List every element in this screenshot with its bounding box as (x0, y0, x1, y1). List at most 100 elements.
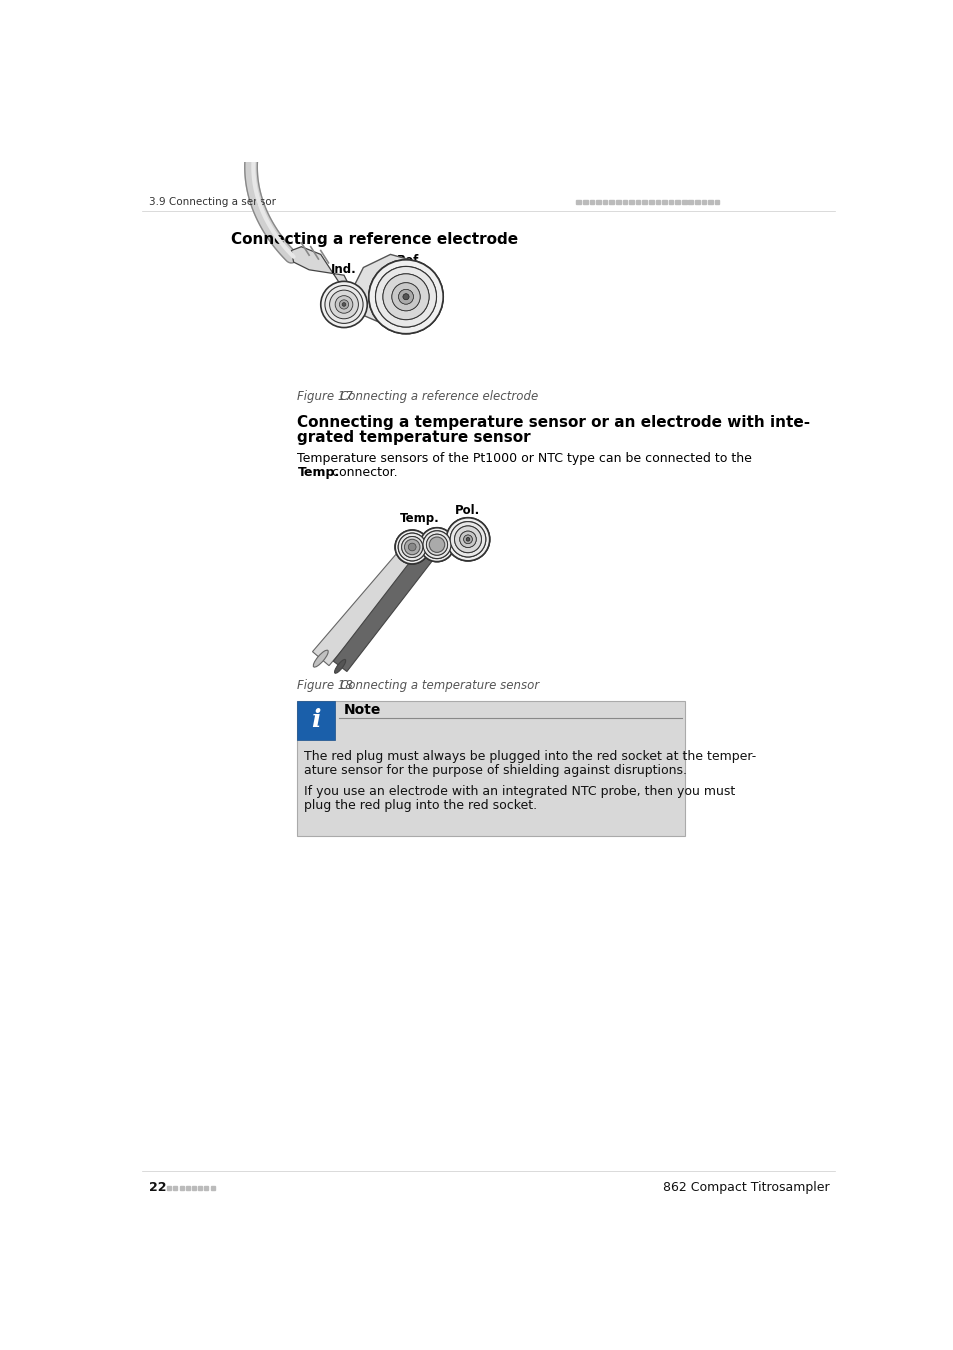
Circle shape (433, 541, 440, 548)
Circle shape (342, 302, 346, 306)
Bar (179, 1187, 183, 1189)
Circle shape (382, 274, 429, 320)
Text: Pol.: Pol. (455, 505, 480, 517)
Circle shape (401, 536, 422, 558)
Text: Figure 18: Figure 18 (297, 679, 353, 693)
Circle shape (433, 541, 440, 548)
Text: Temp.: Temp. (297, 466, 339, 479)
Text: Ref.: Ref. (396, 254, 422, 267)
Circle shape (430, 539, 443, 551)
Circle shape (375, 266, 436, 327)
Circle shape (397, 533, 426, 560)
Bar (582, 200, 587, 204)
Text: grated temperature sensor: grated temperature sensor (297, 431, 531, 446)
Polygon shape (313, 548, 417, 666)
Bar (211, 1187, 214, 1189)
Circle shape (450, 521, 485, 558)
Circle shape (466, 537, 469, 541)
Bar (173, 1187, 177, 1189)
Circle shape (454, 526, 481, 552)
Text: Note: Note (344, 703, 381, 717)
Circle shape (392, 282, 419, 310)
Bar (714, 200, 719, 204)
Circle shape (446, 518, 489, 560)
Bar (635, 200, 639, 204)
Circle shape (409, 544, 416, 551)
Circle shape (429, 537, 444, 552)
Bar (629, 200, 633, 204)
Text: Connecting a reference electrode: Connecting a reference electrode (340, 390, 537, 404)
Circle shape (426, 535, 447, 555)
Ellipse shape (335, 659, 345, 674)
Circle shape (409, 544, 416, 551)
Circle shape (411, 545, 414, 548)
Bar (616, 200, 620, 204)
Circle shape (405, 540, 418, 553)
Circle shape (320, 281, 367, 328)
Circle shape (402, 294, 409, 300)
Circle shape (422, 531, 451, 559)
FancyBboxPatch shape (297, 701, 335, 740)
FancyBboxPatch shape (297, 701, 684, 836)
Text: 862 Compact Titrosampler: 862 Compact Titrosampler (661, 1181, 828, 1195)
Circle shape (325, 285, 363, 324)
Text: Ind.: Ind. (331, 263, 356, 277)
Circle shape (392, 282, 419, 310)
Bar (576, 200, 580, 204)
Text: 22: 22 (149, 1181, 166, 1195)
Bar (204, 1187, 208, 1189)
Circle shape (401, 536, 422, 558)
Bar (661, 200, 666, 204)
Bar (707, 200, 712, 204)
Circle shape (329, 290, 358, 319)
Circle shape (450, 521, 485, 558)
Polygon shape (291, 247, 359, 313)
Circle shape (419, 528, 454, 562)
Circle shape (402, 294, 409, 300)
Circle shape (411, 545, 414, 548)
Text: i: i (311, 709, 320, 732)
Text: connector.: connector. (328, 466, 397, 479)
Bar (668, 200, 673, 204)
Text: Connecting a temperature sensor: Connecting a temperature sensor (340, 679, 538, 693)
Text: plug the red plug into the red socket.: plug the red plug into the red socket. (303, 799, 537, 813)
Text: 3.9 Connecting a sensor: 3.9 Connecting a sensor (149, 197, 275, 207)
Circle shape (436, 543, 438, 545)
Circle shape (422, 531, 451, 559)
Text: Temp.: Temp. (399, 512, 439, 525)
Circle shape (436, 543, 438, 545)
Bar (648, 200, 653, 204)
Text: Temperature sensors of the Pt1000 or NTC type can be connected to the: Temperature sensors of the Pt1000 or NTC… (297, 452, 752, 464)
Bar (641, 200, 646, 204)
Bar (695, 200, 699, 204)
Bar (186, 1187, 190, 1189)
Polygon shape (333, 545, 436, 671)
Bar (675, 200, 679, 204)
Text: Figure 17: Figure 17 (297, 390, 353, 404)
Bar (192, 1187, 195, 1189)
Circle shape (463, 535, 472, 544)
Circle shape (382, 274, 429, 320)
Circle shape (398, 289, 413, 304)
Circle shape (463, 535, 472, 544)
Circle shape (430, 539, 443, 551)
Bar (681, 200, 686, 204)
Ellipse shape (313, 651, 328, 667)
Bar (589, 200, 594, 204)
Circle shape (419, 528, 454, 562)
Circle shape (397, 533, 426, 560)
Circle shape (426, 535, 447, 555)
Text: Connecting a temperature sensor or an electrode with inte-: Connecting a temperature sensor or an el… (297, 414, 810, 429)
Bar (655, 200, 659, 204)
Circle shape (454, 526, 481, 552)
Circle shape (446, 518, 489, 560)
Bar (622, 200, 627, 204)
Text: ature sensor for the purpose of shielding against disruptions.: ature sensor for the purpose of shieldin… (303, 764, 686, 776)
Bar (198, 1187, 202, 1189)
Circle shape (369, 259, 443, 333)
Circle shape (459, 531, 476, 548)
Bar (609, 200, 614, 204)
Bar (596, 200, 600, 204)
Circle shape (395, 531, 429, 564)
Circle shape (405, 540, 418, 553)
